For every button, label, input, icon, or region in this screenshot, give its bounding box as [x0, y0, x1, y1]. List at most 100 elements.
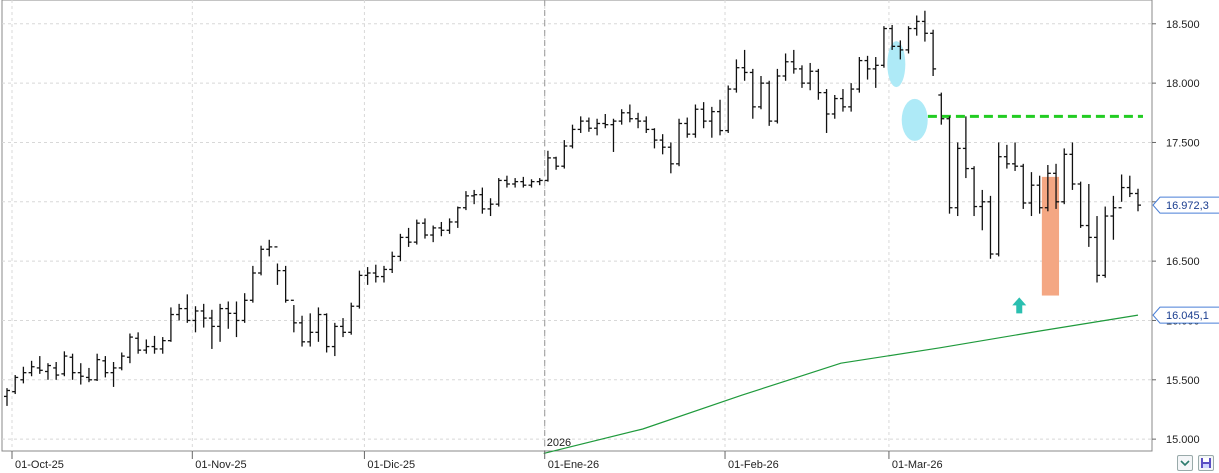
ohlc-bar	[1003, 144, 1010, 169]
y-tick-label: 15.000	[1166, 434, 1200, 446]
ohlc-bar	[725, 85, 732, 133]
ohlc-bar	[233, 301, 240, 338]
ohlc-bar	[889, 24, 896, 50]
ohlc-bar	[1028, 172, 1035, 217]
ohlc-bar	[569, 124, 576, 149]
ohlc-bar	[544, 150, 551, 182]
ohlc-bar	[692, 104, 699, 138]
ohlc-bar	[979, 189, 986, 231]
ohlc-bar	[356, 270, 363, 309]
ohlc-bar	[553, 156, 560, 170]
ohlc-bar	[1126, 175, 1133, 198]
ohlc-bar	[872, 57, 879, 88]
ohlc-bar	[44, 363, 51, 380]
ohlc-bar	[1044, 165, 1051, 212]
ohlc-bar	[741, 49, 748, 81]
ohlc-bar	[20, 366, 27, 384]
ohlc-bar	[340, 318, 347, 338]
grid-layer: 2026	[1, 0, 1153, 452]
ohlc-bar	[487, 198, 494, 217]
ohlc-bar	[790, 49, 797, 74]
ohlc-bar	[528, 179, 535, 188]
ohlc-bar	[184, 294, 191, 323]
ohlc-bar	[479, 187, 486, 214]
ohlc-bar	[717, 99, 724, 136]
ohlc-bar	[807, 62, 814, 91]
ohlc-bar	[151, 335, 158, 354]
ohlc-bar	[167, 307, 174, 342]
ohlc-bar	[176, 303, 183, 321]
ohlc-bar	[708, 106, 715, 138]
ohlc-bar	[405, 227, 412, 247]
moving-average-layer	[543, 314, 1139, 454]
ma-price-label: 16.045,1	[1152, 306, 1219, 324]
ohlc-bar	[290, 299, 297, 333]
ohlc-bar	[1102, 206, 1109, 278]
ohlc-bar	[1094, 216, 1101, 283]
ohlc-bar	[135, 332, 142, 354]
ohlc-bar	[618, 109, 625, 125]
y-tick-label: 16.500	[1166, 256, 1200, 268]
ohlc-bar	[381, 265, 387, 283]
ohlc-bar	[700, 102, 707, 129]
ohlc-bar	[651, 128, 658, 149]
ohlc-bar	[823, 89, 830, 133]
ohlc-bar	[520, 176, 527, 188]
ohlc-bar	[413, 219, 420, 245]
ohlc-bar	[69, 353, 76, 380]
ohlc-bar	[1061, 148, 1068, 205]
ohlc-bar	[880, 26, 887, 68]
x-tick-label: 01-Nov-25	[195, 459, 246, 471]
x-tick-label: 01-Ene-26	[548, 459, 599, 471]
last-price-label-box	[1152, 196, 1219, 214]
chevron-down-icon[interactable]	[1177, 455, 1193, 471]
ohlc-bar	[495, 178, 502, 207]
last-price-label: 16.972,3	[1152, 196, 1219, 214]
ohlc-bar	[946, 116, 953, 214]
ohlc-bar	[225, 301, 232, 329]
ohlc-bar	[61, 351, 68, 377]
ohlc-bar	[798, 65, 805, 88]
ma-price-label-box	[1152, 306, 1219, 324]
ohlc-bar	[635, 112, 642, 129]
ohlc-bar	[12, 375, 19, 395]
ohlc-bar	[774, 68, 781, 124]
ohlc-bar	[315, 307, 322, 342]
ohlc-bar	[856, 57, 863, 93]
ohlc-bar	[1012, 142, 1019, 171]
ohlc-bar	[159, 337, 166, 354]
ohlc-bar	[1077, 181, 1084, 228]
y-tick-label: 15.500	[1166, 375, 1200, 387]
ohlc-bar	[1069, 142, 1076, 190]
moving-average-line	[543, 314, 1139, 454]
ohlc-bar	[389, 251, 396, 273]
ohlc-bar	[676, 118, 683, 167]
ohlc-bar	[454, 206, 461, 228]
ohlc-bar	[749, 68, 756, 119]
ohlc-bar	[85, 367, 92, 383]
ohlc-bar	[659, 134, 666, 155]
ohlc-bar	[438, 221, 445, 237]
ohlc-bar	[831, 95, 838, 119]
x-tick-label: 01-Dic-25	[367, 459, 415, 471]
ohlc-bar	[348, 302, 355, 335]
ohlc-bar	[274, 246, 281, 285]
ohlc-bar	[995, 142, 1002, 257]
ohlc-bar	[667, 142, 674, 174]
ohlc-bar	[1110, 195, 1117, 240]
ohlc-bar	[962, 116, 969, 179]
x-tick-label: 01-Mar-26	[892, 459, 943, 471]
ohlc-bar	[913, 15, 920, 36]
ohlc-bar	[307, 313, 314, 347]
last-price-label-text: 16.972,3	[1166, 200, 1209, 212]
ohlc-bar	[110, 362, 117, 387]
save-icon[interactable]	[1198, 455, 1214, 471]
ohlc-bar	[282, 265, 289, 303]
year-marker-label: 2026	[547, 437, 571, 449]
ohlc-bar	[848, 83, 855, 112]
ohlc-bar	[397, 233, 404, 262]
x-tick-label: 01-Feb-26	[728, 459, 779, 471]
ohlc-bar	[897, 40, 904, 60]
ohlc-bar	[208, 309, 215, 349]
